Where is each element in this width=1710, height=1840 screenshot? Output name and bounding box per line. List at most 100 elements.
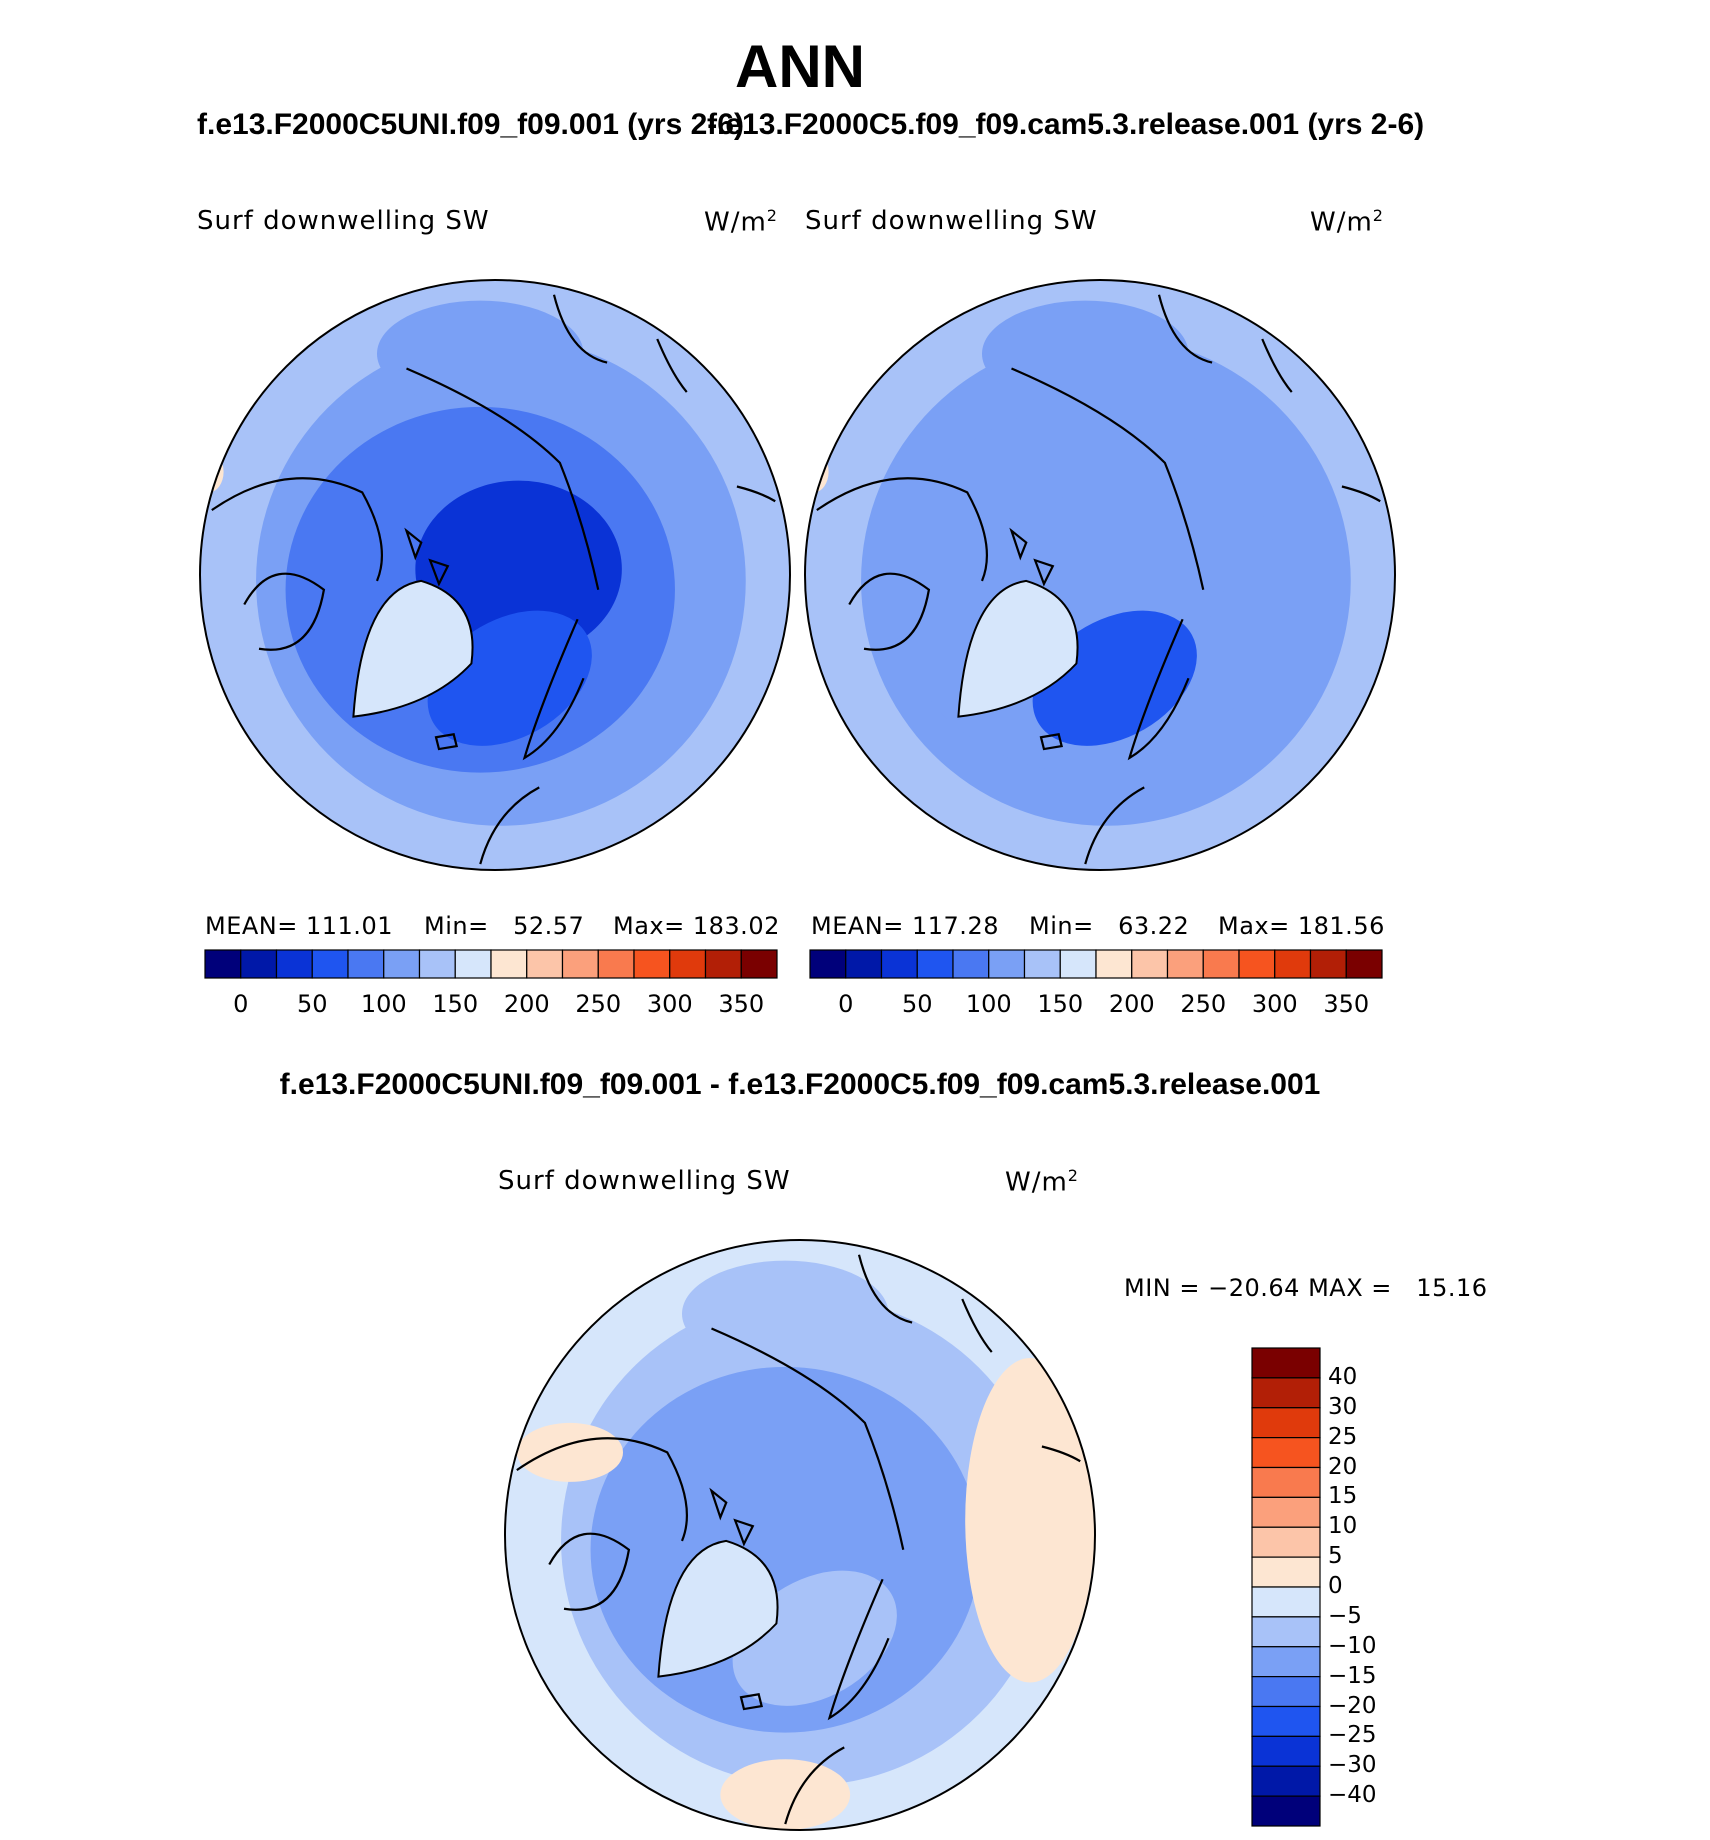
coastline <box>827 1578 890 1721</box>
colorbar-box <box>1059 949 1097 979</box>
coastline <box>516 1437 688 1542</box>
coastline <box>211 477 383 582</box>
greenland-outline <box>352 579 474 718</box>
coastline <box>1261 338 1293 393</box>
colorbar-tick-label: 0 <box>838 990 854 1018</box>
diff-colorbar <box>1251 1347 1321 1827</box>
colorbar-box <box>1251 1437 1321 1469</box>
colorbar-tick-label: 0 <box>233 990 249 1018</box>
right-units-label: W/m2 <box>1310 206 1384 238</box>
colorbar-box <box>347 949 385 979</box>
field-positive-anomaly <box>720 1759 851 1830</box>
colorbar-tick-label: 350 <box>1323 990 1370 1018</box>
colorbar-level-label: 5 <box>1328 1543 1343 1570</box>
coastline <box>736 485 776 503</box>
colorbar-box <box>1251 1496 1321 1528</box>
diff-map <box>504 1239 1096 1831</box>
coastline <box>739 1693 764 1711</box>
colorbar-tick-label: 150 <box>1037 990 1084 1018</box>
colorbar-tick-label: 350 <box>718 990 765 1018</box>
coastline <box>656 338 688 393</box>
colorbar-box <box>561 949 599 979</box>
left-map <box>199 279 791 871</box>
greenland-outline <box>957 579 1079 718</box>
coastline <box>548 1532 631 1611</box>
coastline <box>1009 527 1028 561</box>
colorbar-tick-label: 250 <box>575 990 622 1018</box>
right-variable-label: Surf downwelling SW <box>805 206 1098 236</box>
colorbar-box <box>275 949 313 979</box>
colorbar-box <box>704 949 742 979</box>
colorbar-tick-label: 300 <box>646 990 693 1018</box>
field-pacific-region <box>682 1260 889 1367</box>
colorbar-box <box>669 949 707 979</box>
colorbar-tick-label: 50 <box>901 990 933 1018</box>
left-units-label: W/m2 <box>704 206 778 238</box>
left-colorbar <box>204 949 778 979</box>
colorbar-box <box>1251 1466 1321 1498</box>
colorbar-tick-label: 100 <box>965 990 1012 1018</box>
left-min-stat: Min= 52.57 <box>424 912 585 940</box>
colorbar-level-label: 20 <box>1328 1453 1358 1480</box>
right-max-stat: Max= 181.56 <box>1218 912 1385 940</box>
colorbar-box <box>1095 949 1133 979</box>
colorbar-box <box>418 949 456 979</box>
right-map <box>804 279 1396 871</box>
colorbar-level-label: −40 <box>1328 1782 1377 1809</box>
colorbar-box <box>1345 949 1383 979</box>
field-pacific-region <box>377 300 584 407</box>
coastline <box>709 1487 728 1521</box>
field-positive-anomaly <box>516 1422 624 1482</box>
colorbar-level-label: −10 <box>1328 1632 1377 1659</box>
coastline <box>406 367 600 590</box>
difference-title: f.e13.F2000C5UNI.f09_f09.001 - f.e13.F20… <box>279 1068 1321 1101</box>
colorbar-box <box>1251 1347 1321 1379</box>
colorbar-tick-label: 200 <box>1108 990 1155 1018</box>
left-max-stat: Max= 183.02 <box>613 912 780 940</box>
map-border <box>804 279 1396 871</box>
colorbar-box <box>1251 1795 1321 1827</box>
coastline <box>404 527 423 561</box>
coastline <box>1033 558 1055 587</box>
colorbar-box <box>845 949 883 979</box>
coastline <box>961 1298 993 1353</box>
left-variable-label: Surf downwelling SW <box>197 206 490 236</box>
colorbar-box <box>1251 1526 1321 1558</box>
colorbar-box <box>1131 949 1169 979</box>
colorbar-box <box>1309 949 1347 979</box>
colorbar-box <box>1251 1676 1321 1708</box>
map-border <box>504 1239 1096 1831</box>
colorbar-box <box>1238 949 1276 979</box>
field-pole-region <box>1020 480 1227 658</box>
coastline <box>1157 294 1213 364</box>
colorbar-box <box>1023 949 1061 979</box>
colorbar-box <box>1251 1705 1321 1737</box>
coastline <box>784 1746 845 1825</box>
colorbar-box <box>740 949 778 979</box>
colorbar-tick-label: 300 <box>1251 990 1298 1018</box>
colorbar-box <box>1251 1407 1321 1439</box>
colorbar-box <box>1251 1586 1321 1618</box>
colorbar-box <box>526 949 564 979</box>
colorbar-level-label: 0 <box>1328 1573 1343 1599</box>
colorbar-level-label: −5 <box>1328 1602 1362 1629</box>
colorbar-box <box>916 949 954 979</box>
coastline <box>243 572 326 651</box>
field-pole-region <box>720 1440 927 1618</box>
coastline <box>816 477 988 582</box>
diff-minmax-stat: MIN = −20.64 MAX = 15.16 <box>1124 1274 1488 1302</box>
coastline <box>522 618 585 761</box>
coastline <box>1341 485 1381 503</box>
greenland-outline <box>657 1539 779 1678</box>
colorbar-level-label: 10 <box>1328 1513 1358 1540</box>
coastline <box>1039 733 1064 751</box>
colorbar-box <box>204 949 242 979</box>
colorbar-box <box>952 949 990 979</box>
colorbar-tick-label: 250 <box>1180 990 1227 1018</box>
coastline <box>1127 618 1190 761</box>
colorbar-tick-label: 100 <box>360 990 407 1018</box>
coastline <box>552 294 608 364</box>
colorbar-box <box>454 949 492 979</box>
colorbar-box <box>988 949 1026 979</box>
